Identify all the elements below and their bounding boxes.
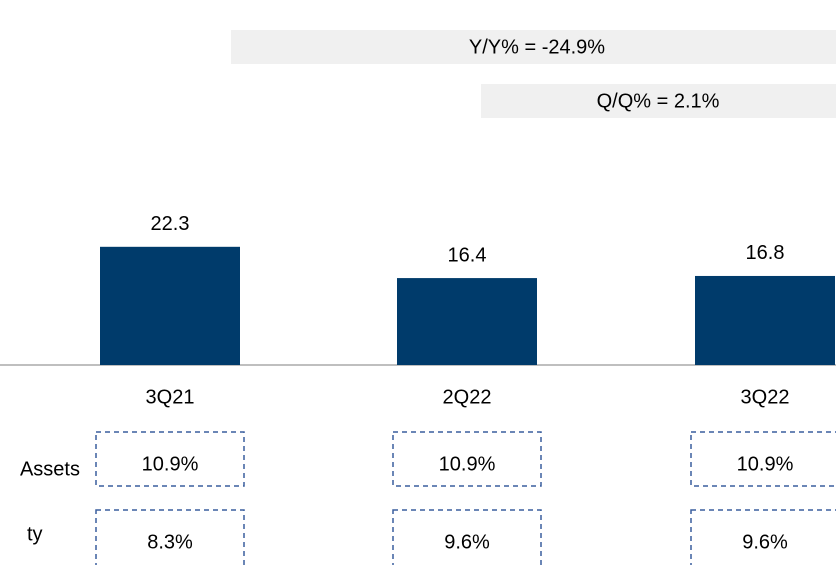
- cell-box: [392, 509, 542, 565]
- bar: [100, 246, 240, 365]
- bar: [397, 278, 537, 365]
- x-tick-label: 2Q22: [443, 386, 492, 408]
- x-tick-label: 3Q21: [146, 386, 195, 408]
- cell-value: 9.6%: [742, 531, 788, 553]
- annotation-box: [481, 84, 836, 118]
- value-label: 16.4: [448, 244, 487, 266]
- row-label: ty: [27, 523, 43, 545]
- cell-box: [95, 509, 245, 565]
- cell-box: [95, 431, 245, 487]
- cell-box: [690, 509, 836, 565]
- value-label: 22.3: [151, 213, 190, 235]
- cell-value: 10.9%: [737, 453, 794, 475]
- cell-box: [690, 431, 836, 487]
- cell-value: 10.9%: [142, 453, 199, 475]
- cell-value: 10.9%: [439, 453, 496, 475]
- bar: [695, 275, 835, 365]
- annotation: Q/Q% = 2.1%: [597, 90, 720, 112]
- x-tick-label: 3Q22: [741, 386, 790, 408]
- cell-box: [392, 431, 542, 487]
- cell-value: 9.6%: [444, 531, 490, 553]
- value-label: 16.8: [746, 242, 785, 264]
- row-label: Assets: [20, 458, 80, 480]
- annotation-box: [231, 30, 836, 64]
- cell-value: 8.3%: [147, 531, 193, 553]
- annotation: Y/Y% = -24.9%: [469, 36, 605, 58]
